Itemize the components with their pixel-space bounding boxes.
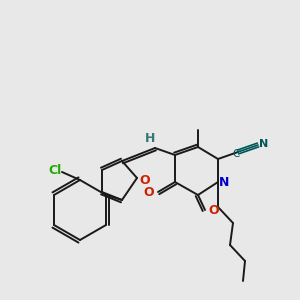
Text: N: N [219,176,229,188]
Text: H: H [145,131,155,145]
Text: N: N [260,139,268,149]
Text: C: C [232,149,240,159]
Text: O: O [209,205,219,218]
Text: Cl: Cl [48,164,62,178]
Text: O: O [140,173,150,187]
Text: O: O [144,187,154,200]
